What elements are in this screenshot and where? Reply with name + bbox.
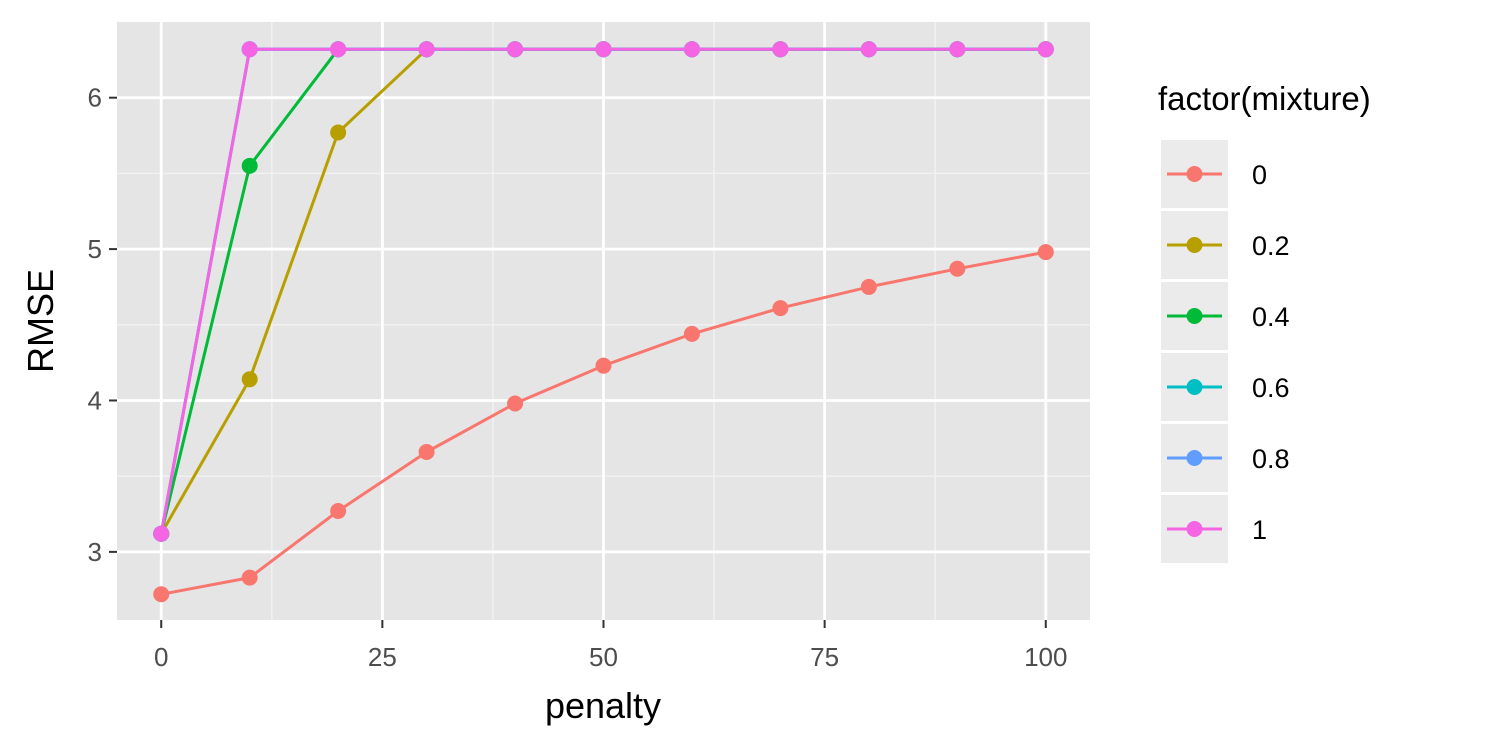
data-point [949,41,966,58]
data-point [418,41,435,58]
y-tick-label: 5 [88,234,102,264]
data-point [595,41,612,58]
x-axis-title: penalty [545,685,661,726]
x-tick-label: 50 [589,642,618,672]
legend-key-point [1186,450,1203,466]
y-tick-label: 6 [88,83,102,113]
legend-label: 1 [1252,515,1267,545]
legend-key-point [1186,166,1203,182]
x-tick-label: 0 [154,642,168,672]
x-tick-labels: 0 25 50 75 100 [154,642,1067,672]
legend-key-point [1186,379,1203,395]
y-tick-labels: 3 4 5 6 [88,83,102,567]
legend-item: 0.6 [1161,353,1290,421]
series-0 [153,244,1054,603]
data-point [507,41,524,58]
y-tick-label: 3 [88,537,102,567]
data-point [241,41,258,58]
data-point [153,525,170,542]
x-tick-label: 100 [1024,642,1067,672]
data-point [949,260,966,277]
legend-key-point [1186,308,1203,324]
legend-items: 0 0.2 0.4 0.6 0.8 1 [1161,140,1290,563]
y-tick-label: 4 [88,385,102,415]
legend-label: 0.4 [1252,302,1290,332]
data-point [330,124,347,141]
data-point [772,41,789,58]
legend-item: 0 [1161,140,1267,208]
legend-title: factor(mixture) [1158,80,1371,117]
legend-item: 0.2 [1161,211,1290,279]
legend-item: 1 [1161,495,1267,563]
y-axis-title: RMSE [20,269,61,373]
legend-label: 0.8 [1252,444,1290,474]
data-point [418,443,435,460]
series-1 [153,41,1054,542]
legend-label: 0 [1252,160,1267,190]
data-point [860,278,877,295]
major-gridlines [117,22,1090,620]
legend: factor(mixture) 0 0.2 0.4 0.6 0.8 1 [1158,80,1371,563]
legend-label: 0.2 [1252,231,1290,261]
legend-key-point [1186,521,1203,537]
data-point [860,41,877,58]
data-point [1037,41,1054,58]
legend-item: 0.8 [1161,424,1290,492]
data-point [241,569,258,586]
data-point [683,41,700,58]
legend-label: 0.6 [1252,373,1290,403]
x-tick-label: 75 [810,642,839,672]
data-point [772,300,789,317]
legend-key-point [1186,237,1203,253]
data-point [241,157,258,174]
data-point [330,41,347,58]
data-point [595,357,612,374]
x-tick-label: 25 [368,642,397,672]
data-point [330,502,347,519]
data-point [507,395,524,412]
data-point [1037,244,1054,261]
data-point [683,325,700,342]
data-point [241,371,258,388]
axis-ticks [109,96,1047,628]
series-layer [153,41,1054,603]
legend-item: 0.4 [1161,282,1290,350]
data-point [153,586,170,603]
